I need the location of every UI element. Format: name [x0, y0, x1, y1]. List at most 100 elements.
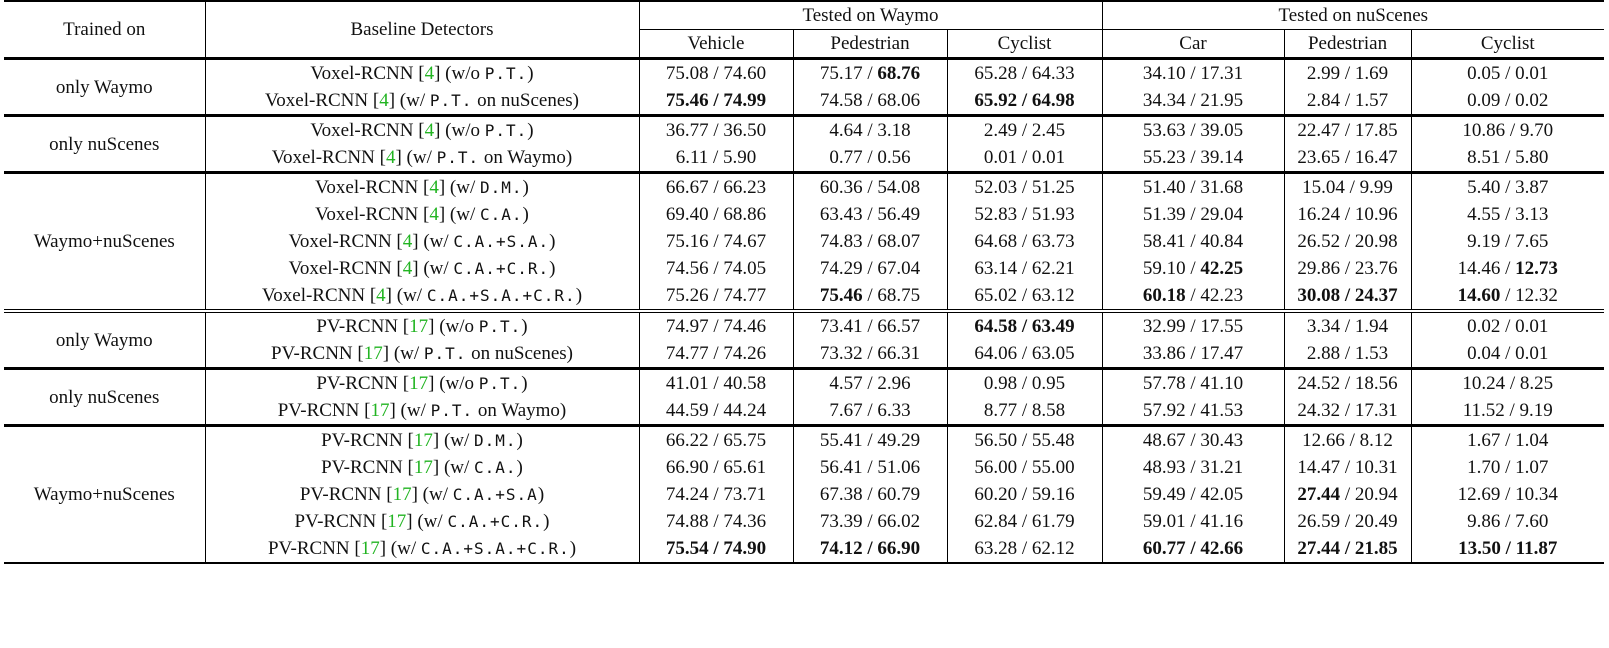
metric-cell: 64.58 / 63.49 — [947, 309, 1103, 340]
metric-cell: 13.50 / 11.87 — [1411, 535, 1604, 563]
citation-ref[interactable]: 17 — [392, 484, 412, 505]
table-row: Voxel-RCNN [4] (w/ C.A.+S.A.+C.R.) 75.26 … — [4, 282, 1604, 311]
citation-ref[interactable]: 4 — [424, 120, 435, 141]
citation-ref[interactable]: 4 — [402, 231, 413, 252]
metric-cell: 55.23 / 39.14 — [1102, 144, 1285, 173]
trained-on-label: Waymo+nuScenes — [4, 171, 206, 311]
metric-value: 53.63 / 39.05 — [1142, 120, 1244, 141]
metric-value: 8.77 / 8.58 — [983, 400, 1066, 421]
metric-value: 48.67 / 30.43 — [1142, 430, 1244, 451]
metric-cell: 65.92 / 64.98 — [947, 87, 1103, 116]
citation-ref[interactable]: 4 — [385, 147, 396, 168]
metric-value: 3.34 / 1.94 — [1306, 316, 1389, 337]
setting-suffix: on Waymo) — [473, 400, 567, 421]
metric-cell: 14.47 / 10.31 — [1284, 454, 1412, 481]
citation-ref[interactable]: 4 — [379, 90, 389, 111]
setting-suffix: ) — [521, 373, 528, 394]
metric-value: 14.46 / — [1457, 258, 1516, 279]
setting-tag: C.A.+C.R. — [447, 512, 544, 531]
metric-value: 74.58 / 68.06 — [819, 90, 921, 111]
detector-name: Voxel-RCNN — [271, 147, 375, 168]
metric-value: 75.08 / 74.60 — [665, 63, 767, 84]
setting-suffix: ) — [527, 63, 534, 84]
metric-cell: 12.69 / 10.34 — [1411, 481, 1604, 508]
table-row: PV-RCNN [17] (w/ C.A.) 66.90 / 65.61 56.41… — [4, 454, 1604, 481]
citation-ref[interactable]: 4 — [424, 63, 435, 84]
detector-cell: PV-RCNN [17] (w/ C.A.+S.A.+C.R.) — [205, 535, 640, 563]
metric-cell: 14.60 / 12.32 — [1411, 282, 1604, 311]
metric-value: 74.88 / 74.36 — [665, 511, 767, 532]
metric-value: 56.41 / 51.06 — [819, 457, 921, 478]
metric-value: 34.34 / 21.95 — [1142, 90, 1244, 111]
citation-ref[interactable]: 17 — [409, 316, 429, 337]
detector-name: Voxel-RCNN — [288, 258, 392, 279]
citation-ref[interactable]: 17 — [413, 430, 433, 451]
metric-cell: 36.77 / 36.50 — [639, 114, 794, 144]
citation-ref[interactable]: 17 — [363, 343, 383, 364]
metric-value: 2.84 / 1.57 — [1306, 90, 1389, 111]
detector-name: PV-RCNN — [270, 343, 353, 364]
metric-value: 1.67 / 1.04 — [1467, 430, 1549, 451]
detector-name: Voxel-RCNN — [261, 285, 366, 306]
metric-value: 73.41 / 66.57 — [819, 316, 921, 337]
citation-ref[interactable]: 17 — [409, 373, 429, 394]
citation-ref[interactable]: 17 — [413, 457, 433, 478]
results-table: Trained on Baseline Detectors Tested on … — [4, 0, 1605, 564]
metric-cell: 74.12 / 66.90 — [793, 535, 948, 563]
metric-cell: 0.02 / 0.01 — [1411, 309, 1605, 340]
citation-ref[interactable]: 17 — [370, 400, 390, 421]
metric-value: 5.40 / 3.87 — [1467, 177, 1549, 198]
detector-cell: Voxel-RCNN [4] (w/ C.A.+S.A.) — [205, 228, 640, 255]
metric-cell: 0.98 / 0.95 — [947, 367, 1103, 397]
metric-cell: 0.05 / 0.01 — [1411, 57, 1605, 87]
metric-cell: 24.52 / 18.56 — [1284, 367, 1412, 397]
header-tested-on-nuscenes: Tested on nuScenes — [1102, 0, 1605, 30]
setting-tag: P.T. — [436, 148, 480, 167]
citation-ref[interactable]: 17 — [360, 538, 380, 559]
metric-value: 10.24 / 8.25 — [1462, 373, 1554, 394]
detector-cell: Voxel-RCNN [4] (w/ D.M.) — [205, 171, 640, 201]
metric-value-best: 60.77 / 42.66 — [1142, 538, 1244, 559]
metric-value: 55.23 / 39.14 — [1142, 147, 1244, 168]
citation-ref[interactable]: 4 — [429, 177, 439, 198]
metric-value: 4.57 / 2.96 — [829, 373, 911, 394]
metric-value: 14.47 / 10.31 — [1297, 457, 1398, 478]
setting-suffix: ) — [549, 258, 556, 279]
metric-value: 23.65 / 16.47 — [1297, 147, 1398, 168]
setting-tag: C.A. — [474, 458, 517, 477]
metric-value: 73.32 / 66.31 — [819, 343, 921, 364]
setting-suffix: ) — [516, 430, 523, 451]
metric-cell: 52.83 / 51.93 — [947, 201, 1103, 228]
metric-cell: 41.01 / 40.58 — [639, 367, 794, 397]
setting-suffix: ) — [549, 231, 556, 252]
setting-tag: P.T. — [484, 121, 528, 140]
detector-name: PV-RCNN — [321, 430, 403, 451]
metric-cell: 33.86 / 17.47 — [1102, 340, 1285, 369]
metric-value: 63.14 / 62.21 — [974, 258, 1075, 279]
metric-cell: 27.44 / 20.94 — [1284, 481, 1412, 508]
citation-ref[interactable]: 4 — [402, 258, 413, 279]
metric-value: 74.29 / 67.04 — [819, 258, 921, 279]
metric-value: 4.64 / 3.18 — [829, 120, 911, 141]
metric-value: 0.05 / 0.01 — [1467, 63, 1549, 84]
table-row: Waymo+nuScenes PV-RCNN [17] (w/ D.M.) 66.2… — [4, 424, 1605, 564]
metric-value: / 12.32 — [1500, 285, 1558, 306]
trained-on-label: only Waymo — [4, 309, 206, 369]
citation-ref[interactable]: 4 — [376, 285, 386, 306]
metric-cell: 60.36 / 54.08 — [793, 171, 948, 201]
metric-value: 55.41 / 49.29 — [819, 430, 921, 451]
metric-value: 74.24 / 73.71 — [665, 484, 767, 505]
metric-cell: 34.10 / 17.31 — [1102, 57, 1285, 87]
citation-ref[interactable]: 4 — [429, 204, 439, 225]
citation-ref[interactable]: 17 — [387, 511, 407, 532]
metric-cell: 10.86 / 9.70 — [1411, 114, 1605, 144]
setting-prefix: (w/ — [422, 484, 448, 505]
metric-cell: 75.08 / 74.60 — [639, 57, 794, 87]
metric-value: 62.84 / 61.79 — [974, 511, 1075, 532]
setting-suffix: ) — [537, 484, 545, 505]
header-col-pedestrian-waymo: Pedestrian — [793, 29, 948, 59]
metric-value: 57.92 / 41.53 — [1142, 400, 1244, 421]
trained-on-label: only nuScenes — [4, 114, 206, 173]
metric-value-best: 75.54 / 74.90 — [665, 538, 767, 559]
metric-cell: 75.46 / 74.99 — [639, 87, 794, 116]
